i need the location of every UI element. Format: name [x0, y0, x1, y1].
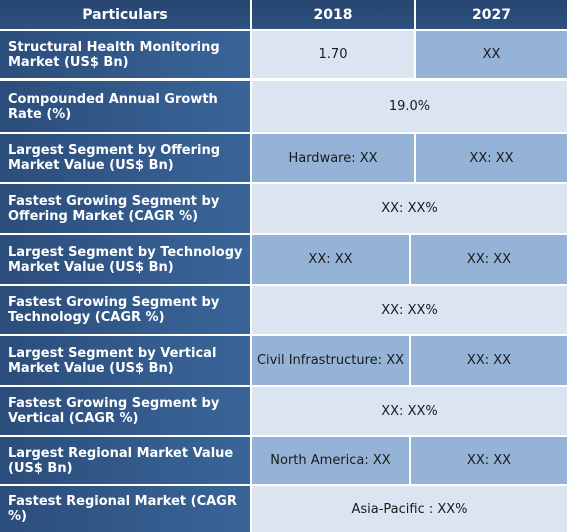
header-particulars: Particulars: [0, 0, 250, 29]
row-label: Largest Segment by Technology Market Val…: [0, 235, 250, 284]
row-label: Fastest Growing Segment by Offering Mark…: [0, 184, 250, 233]
value-merged: Asia-Pacific : XX%: [252, 486, 567, 532]
value-2018: 1.70: [252, 31, 414, 78]
value-2027: XX: [416, 31, 567, 78]
value-2018: Hardware: XX: [252, 134, 414, 182]
value-merged: XX: XX%: [252, 387, 567, 435]
row-label: Largest Segment by Vertical Market Value…: [0, 336, 250, 385]
value-2027: XX: XX: [411, 437, 567, 484]
value-2018: XX: XX: [252, 235, 409, 284]
row-label: Fastest Growing Segment by Technology (C…: [0, 286, 250, 334]
value-2027: XX: XX: [416, 134, 567, 182]
value-2018: North America: XX: [252, 437, 409, 484]
row-label: Fastest Growing Segment by Vertical (CAG…: [0, 387, 250, 435]
row-label: Structural Health Monitoring Market (US$…: [0, 31, 250, 78]
row-label: Fastest Regional Market (CAGR %): [0, 486, 250, 532]
row-label: Largest Segment by Offering Market Value…: [0, 134, 250, 182]
value-2018: Civil Infrastructure: XX: [252, 336, 409, 385]
header-2027: 2027: [416, 0, 567, 29]
value-merged: 19.0%: [252, 81, 567, 132]
row-label: Largest Regional Market Value (US$ Bn): [0, 437, 250, 484]
value-merged: XX: XX%: [252, 184, 567, 233]
header-2018: 2018: [252, 0, 414, 29]
row-label: Compounded Annual Growth Rate (%): [0, 81, 250, 132]
value-merged: XX: XX%: [252, 286, 567, 334]
value-2027: XX: XX: [411, 235, 567, 284]
value-2027: XX: XX: [411, 336, 567, 385]
